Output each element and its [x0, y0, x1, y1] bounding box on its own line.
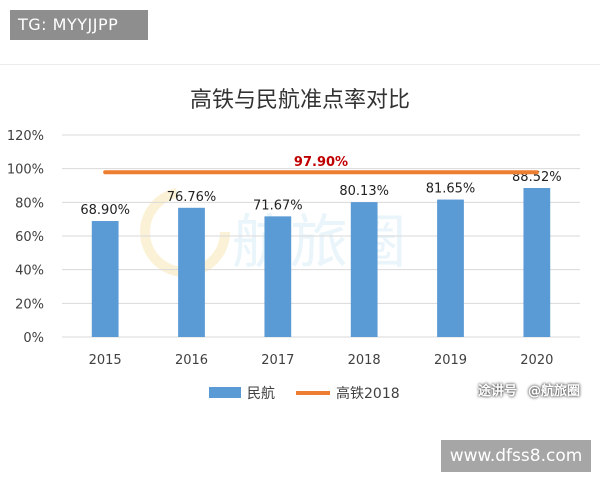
bar-labels: 68.90%76.76%71.67%80.13% 81.65%88.52% — [80, 170, 561, 218]
line-series: 97.90% — [103, 155, 539, 175]
line-value-label: 97.90% — [294, 155, 348, 170]
y-tick-label: 60% — [15, 230, 44, 245]
bar-value-label: 80.13% — [339, 184, 389, 199]
bar-value-label: 81.65% — [426, 182, 476, 197]
site-url-badge[interactable]: www.dfss8.com — [441, 440, 591, 472]
y-axis-ticks: 0% 20% 40% 60% 80% 100% 120% — [7, 129, 44, 346]
y-tick-label: 100% — [7, 163, 44, 178]
tg-tag-label: TG: MYYJJPP — [10, 10, 148, 40]
bar — [178, 207, 205, 337]
legend-label: 民航 — [247, 386, 275, 402]
y-tick-label: 40% — [15, 264, 44, 279]
bar-value-label: 76.76% — [167, 190, 217, 205]
watermark-center-text: 航旅圈 — [232, 208, 406, 276]
legend-swatch-bar — [209, 387, 241, 398]
watermark-bottom-left-text: 途讲号 — [478, 384, 518, 399]
x-tick-label: 2018 — [348, 353, 381, 368]
x-tick-label: 2016 — [175, 353, 208, 368]
x-axis-ticks: 2015 2016 2017 2018 2019 2020 — [89, 353, 554, 368]
x-tick-label: 2019 — [434, 353, 467, 368]
bar — [350, 202, 378, 337]
bar-value-label: 68.90% — [80, 203, 130, 218]
x-tick-label: 2020 — [520, 353, 553, 368]
y-tick-label: 120% — [7, 129, 44, 144]
chart-title: 高铁与民航准点率对比 — [189, 88, 410, 113]
x-tick-label: 2017 — [261, 353, 294, 368]
y-tick-label: 0% — [23, 331, 44, 346]
bar — [523, 187, 551, 337]
bar-value-label: 71.67% — [253, 198, 303, 213]
bar — [91, 221, 119, 337]
bar — [264, 216, 292, 337]
legend-label: 高铁2018 — [336, 385, 400, 402]
x-tick-label: 2015 — [89, 353, 122, 368]
bar-series — [91, 187, 551, 337]
legend: 民航 高铁2018 — [209, 385, 400, 402]
y-tick-label: 20% — [15, 297, 44, 312]
bar — [437, 199, 464, 337]
y-tick-label: 80% — [15, 196, 44, 211]
grid-layer — [62, 134, 580, 338]
watermark-bottom-right-text: @航旅圈 — [528, 384, 581, 399]
